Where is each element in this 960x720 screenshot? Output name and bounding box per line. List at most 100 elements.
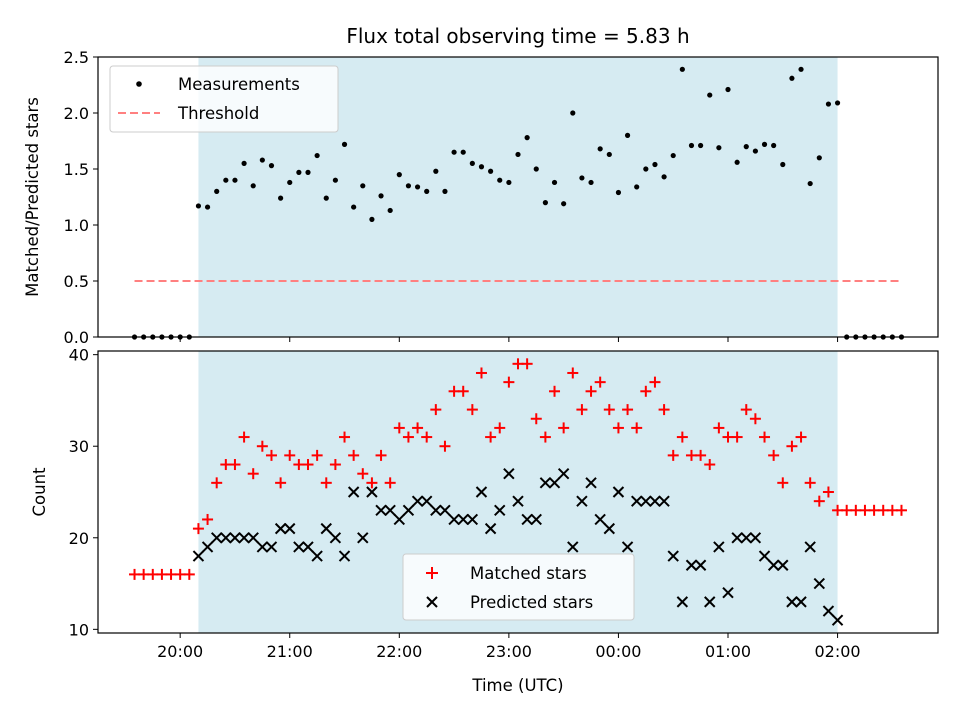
matched-star-point <box>256 440 268 452</box>
ratio-y-tick-label: 2.5 <box>64 48 89 67</box>
predicted-star-point <box>694 559 707 571</box>
matched-stars-series <box>129 358 907 580</box>
matched-star-point <box>284 449 296 461</box>
predicted-star-point <box>667 550 679 562</box>
matched-star-point <box>895 504 907 516</box>
measurement-point <box>761 141 768 147</box>
predicted-star-point <box>603 522 616 535</box>
ratio-panel: Flux total observing time = 5.83 h 0.00.… <box>23 24 939 347</box>
matched-star-point <box>183 568 195 580</box>
matched-star-point <box>485 431 497 443</box>
ratio-y-tick-label: 0.5 <box>64 272 89 291</box>
time-x-tick-label: 01:00 <box>705 642 751 661</box>
x-axis-label: Time (UTC) <box>471 676 563 695</box>
matched-star-point <box>302 459 314 471</box>
predicted-star-point <box>302 541 314 553</box>
predicted-star-point <box>311 550 323 562</box>
predicted-star-point <box>338 550 351 562</box>
measurement-point <box>451 149 457 155</box>
measurement-point <box>588 179 594 186</box>
predicted-star-point <box>220 532 232 544</box>
measurement-point <box>478 164 485 170</box>
measurement-point <box>615 189 622 196</box>
measurement-point <box>268 163 275 169</box>
count-y-axis-label: Count <box>30 467 49 517</box>
predicted-star-point <box>749 532 762 544</box>
measurement-point <box>825 101 832 107</box>
measurement-point <box>597 146 603 152</box>
time-x-tick-label: 22:00 <box>376 642 422 661</box>
measurement-point <box>606 151 612 158</box>
measurement-point <box>396 172 402 178</box>
matched-star-point <box>749 413 761 425</box>
measurement-point <box>314 152 320 159</box>
matched-star-point <box>768 449 780 461</box>
predicted-star-point <box>192 550 205 562</box>
count-y-tick-label: 40 <box>69 346 89 365</box>
predicted-star-point <box>822 605 835 617</box>
matched-star-point <box>804 477 816 489</box>
matched-star-point <box>558 422 570 434</box>
predicted-star-point <box>630 495 643 507</box>
predicted-stars-legend-marker <box>426 596 438 608</box>
matched-star-point <box>375 449 387 461</box>
matched-star-point <box>402 431 414 443</box>
ratio-legend: Measurements Threshold <box>109 65 339 133</box>
measurement-point <box>223 177 229 183</box>
matched-star-point <box>384 477 396 489</box>
measurement-point <box>497 177 503 183</box>
matched-star-point <box>247 468 259 480</box>
count-legend: Matched stars Predicted stars <box>402 553 635 621</box>
count-legend-box <box>402 553 635 621</box>
measurement-point <box>414 184 421 190</box>
measurement-point <box>195 203 202 209</box>
matched-star-point <box>622 404 634 416</box>
measurement-point <box>561 201 567 207</box>
matched-star-point <box>640 385 652 397</box>
matched-star-point <box>430 404 442 416</box>
predicted-star-point <box>420 495 433 507</box>
count-plot-frame <box>97 350 939 634</box>
measurement-point <box>743 144 749 150</box>
matched-star-point <box>466 404 478 416</box>
predicted-star-point <box>293 541 305 553</box>
predicted-star-point <box>676 596 689 608</box>
matched-star-point <box>676 431 688 443</box>
predicted-star-point <box>265 541 278 553</box>
measurement-point <box>807 180 813 187</box>
predicted-star-point <box>494 504 506 517</box>
predicted-star-point <box>731 532 743 544</box>
ratio-y-tick-label: 1.0 <box>64 216 89 235</box>
predicted-star-point <box>557 467 570 480</box>
measurement-point <box>351 204 357 210</box>
predicted-star-point <box>411 495 424 507</box>
predicted-stars-series <box>192 467 844 626</box>
predicted-star-point <box>229 532 241 544</box>
matched-star-point <box>603 404 615 416</box>
predicted-star-point <box>786 596 798 608</box>
ratio-y-tick-label: 2.0 <box>64 104 89 123</box>
measurement-point <box>816 155 822 161</box>
predicted-star-point <box>594 513 606 526</box>
predicted-star-point <box>567 541 579 553</box>
measurement-point <box>752 148 758 154</box>
predicted-star-point <box>740 532 752 544</box>
measurement-point <box>259 157 265 163</box>
measurement-point <box>296 169 302 175</box>
measurement-point <box>278 195 284 201</box>
ratio-y-axis-label: Matched/Predicted stars <box>23 97 42 297</box>
predicted-star-point <box>347 486 360 498</box>
measurement-point <box>387 207 393 214</box>
matched-star-point <box>393 422 405 434</box>
measurement-point <box>542 200 548 206</box>
measurement-point <box>624 132 631 138</box>
predicted-star-point <box>384 504 396 517</box>
predicted-stars-legend-label: Predicted stars <box>470 593 593 612</box>
measurement-point <box>652 161 658 168</box>
predicted-star-point <box>238 532 250 544</box>
predicted-star-point <box>530 513 542 526</box>
predicted-star-point <box>430 504 442 517</box>
measurement-point <box>834 100 841 106</box>
predicted-star-point <box>722 587 734 599</box>
measurement-point <box>323 195 329 201</box>
